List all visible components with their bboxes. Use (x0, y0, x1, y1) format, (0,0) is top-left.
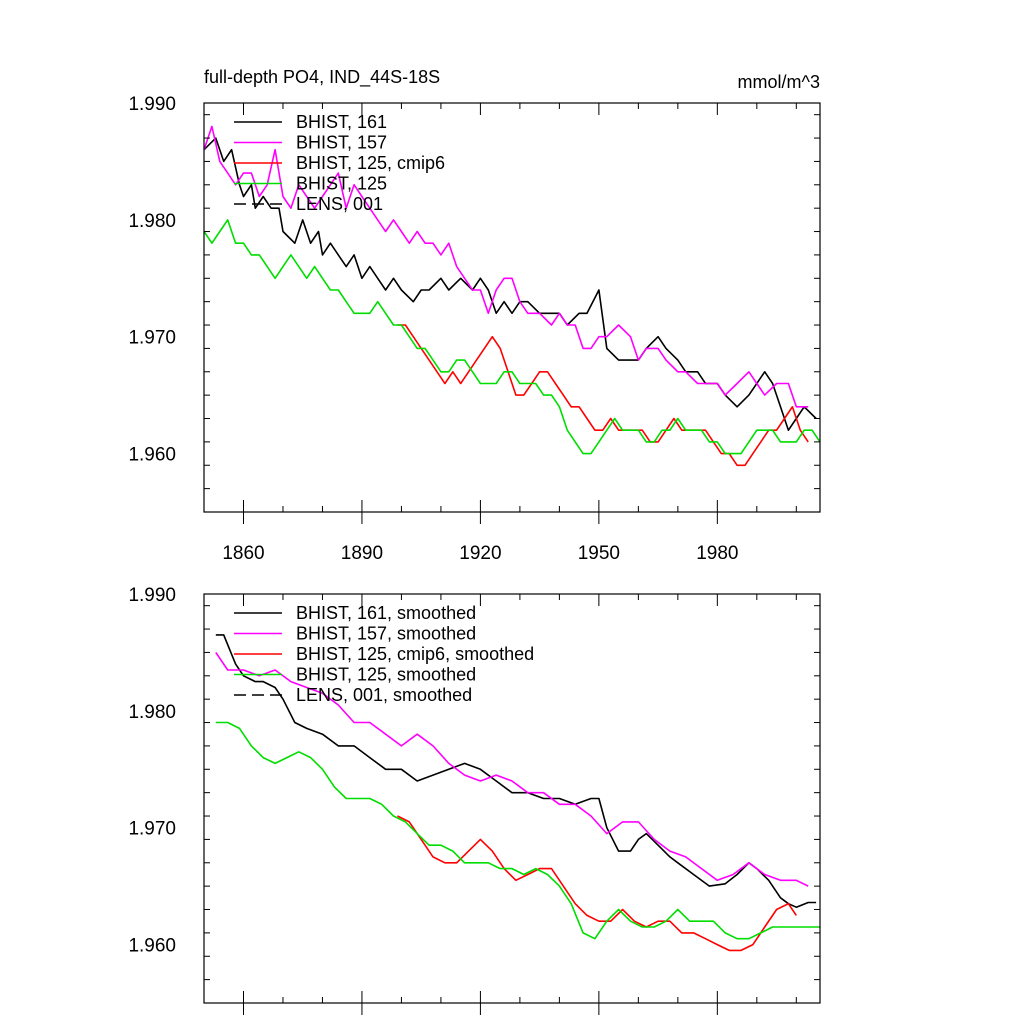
y-tick-label: 1.990 (128, 94, 176, 115)
plot-frame (203, 102, 821, 513)
series-lines (215, 634, 820, 952)
legend-label: BHIST, 125, cmip6, smoothed (296, 644, 534, 664)
series-line-4 (204, 219, 820, 455)
plot-frame (203, 593, 821, 1004)
legend-label: BHIST, 161, smoothed (296, 603, 476, 623)
legend-label: BHIST, 125, cmip6 (296, 153, 445, 173)
series-line-2 (215, 651, 809, 887)
legend-label: BHIST, 125 (296, 174, 387, 194)
legend-label: BHIST, 157 (296, 133, 387, 153)
y-tick-label: 1.970 (128, 819, 176, 840)
legend-label: BHIST, 161 (296, 112, 387, 132)
series-line-4 (215, 721, 820, 940)
legend-label: LENS, 001, smoothed (296, 685, 472, 705)
series-line-1 (215, 634, 817, 909)
x-tick-label: 1980 (696, 543, 738, 564)
chart-panel-2: 1.960 1.970 1.980 1.990 BHIST, 161, smoothed… (128, 585, 821, 1015)
legend-label: BHIST, 125, smoothed (296, 665, 476, 685)
y-tick-label: 1.970 (128, 328, 176, 349)
y-tick-label: 1.980 (128, 211, 176, 232)
x-tick-label: 1890 (341, 543, 383, 564)
x-tick-label: 1860 (222, 543, 264, 564)
y-tick-label: 1.980 (128, 702, 176, 723)
x-tick-label: 1920 (459, 543, 501, 564)
legend-label: BHIST, 157, smoothed (296, 624, 476, 644)
y-tick-label: 1.960 (128, 445, 176, 466)
series-line-2 (204, 125, 809, 408)
units-label: mmol/m^3 (738, 72, 820, 92)
legend-label: LENS, 001 (296, 194, 383, 214)
chart-panel-1: 1.960 1.970 1.980 1.990 1860 1890 1920 1950 1980… (128, 67, 821, 564)
series-line-3 (397, 815, 797, 952)
series-lines (204, 125, 820, 467)
chart-title: full-depth PO4, IND_44S-18S (204, 67, 440, 88)
y-tick-label: 1.960 (128, 936, 176, 957)
x-tick-label: 1950 (578, 543, 620, 564)
series-line-3 (397, 324, 809, 467)
y-tick-label: 1.990 (128, 585, 176, 606)
